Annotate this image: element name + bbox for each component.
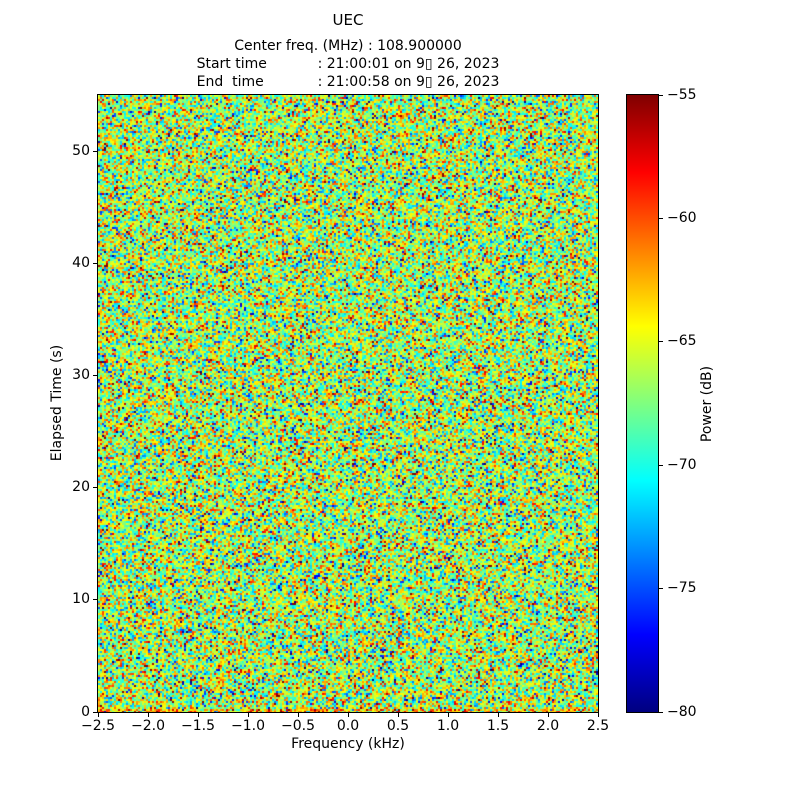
colorbar-tick-label: −55 xyxy=(667,86,697,103)
x-tick-mark xyxy=(447,713,449,717)
y-axis-label: Elapsed Time (s) xyxy=(49,344,65,462)
x-tick-mark xyxy=(397,713,399,717)
x-tick-label: 2.0 xyxy=(536,718,560,734)
colorbar-tick-mark xyxy=(659,341,663,343)
x-tick-mark xyxy=(347,713,349,717)
center-freq-line: Center freq. (MHz) : 108.900000 xyxy=(234,38,462,54)
y-tick-mark xyxy=(93,262,97,264)
x-tick-label: 2.5 xyxy=(586,718,610,734)
plot-title: UEC xyxy=(332,11,364,29)
colorbar-tick-mark xyxy=(659,711,663,713)
x-tick-mark xyxy=(247,713,249,717)
x-tick-mark xyxy=(197,713,199,717)
y-tick-label: 20 xyxy=(72,479,90,496)
plot-area xyxy=(97,94,599,713)
colorbar-tick-label: −65 xyxy=(667,333,697,350)
y-tick-mark xyxy=(93,599,97,601)
x-tick-label: −1.0 xyxy=(231,718,265,734)
y-tick-label: 10 xyxy=(72,591,90,608)
x-tick-label: 1.0 xyxy=(436,718,460,734)
y-tick-mark xyxy=(93,711,97,713)
start-time-label: Start time xyxy=(196,56,267,72)
end-time-value: : 21:00:58 on 9▯ 26, 2023 xyxy=(317,74,500,90)
y-tick-label: 50 xyxy=(72,142,90,159)
colorbar-tick-label: −60 xyxy=(667,209,697,226)
colorbar-tick-mark xyxy=(659,588,663,590)
x-tick-label: −2.0 xyxy=(131,718,165,734)
x-tick-label: −1.5 xyxy=(181,718,215,734)
x-axis-label: Frequency (kHz) xyxy=(291,736,405,752)
y-tick-label: 0 xyxy=(81,703,90,720)
x-tick-label: 1.5 xyxy=(486,718,510,734)
x-tick-mark xyxy=(297,713,299,717)
colorbar-tick-label: −70 xyxy=(667,456,697,473)
colorbar xyxy=(626,94,659,713)
x-tick-label: −0.5 xyxy=(281,718,315,734)
colorbar-tick-mark xyxy=(659,94,663,96)
x-tick-label: 0.5 xyxy=(386,718,410,734)
x-tick-label: −2.5 xyxy=(81,718,115,734)
y-tick-mark xyxy=(93,150,97,152)
start-time-line: Start time : 21:00:01 on 9▯ 26, 2023 xyxy=(98,56,598,73)
x-tick-mark xyxy=(497,713,499,717)
colorbar-label: Power (dB) xyxy=(699,365,715,443)
x-tick-mark xyxy=(97,713,99,717)
y-tick-label: 40 xyxy=(72,254,90,271)
colorbar-tick-mark xyxy=(659,464,663,466)
colorbar-tick-label: −75 xyxy=(667,580,697,597)
y-tick-mark xyxy=(93,487,97,489)
end-time-label: End time xyxy=(196,74,264,90)
end-time-line: End time : 21:00:58 on 9▯ 26, 2023 xyxy=(98,74,598,91)
x-tick-mark xyxy=(147,713,149,717)
y-tick-mark xyxy=(93,374,97,376)
y-tick-label: 30 xyxy=(72,366,90,383)
start-time-value: : 21:00:01 on 9▯ 26, 2023 xyxy=(317,56,500,72)
colorbar-tick-mark xyxy=(659,217,663,219)
colorbar-tick-label: −80 xyxy=(667,703,697,720)
x-tick-mark xyxy=(597,713,599,717)
x-tick-mark xyxy=(547,713,549,717)
spectrogram-canvas xyxy=(98,95,598,712)
x-tick-label: 0.0 xyxy=(336,718,360,734)
